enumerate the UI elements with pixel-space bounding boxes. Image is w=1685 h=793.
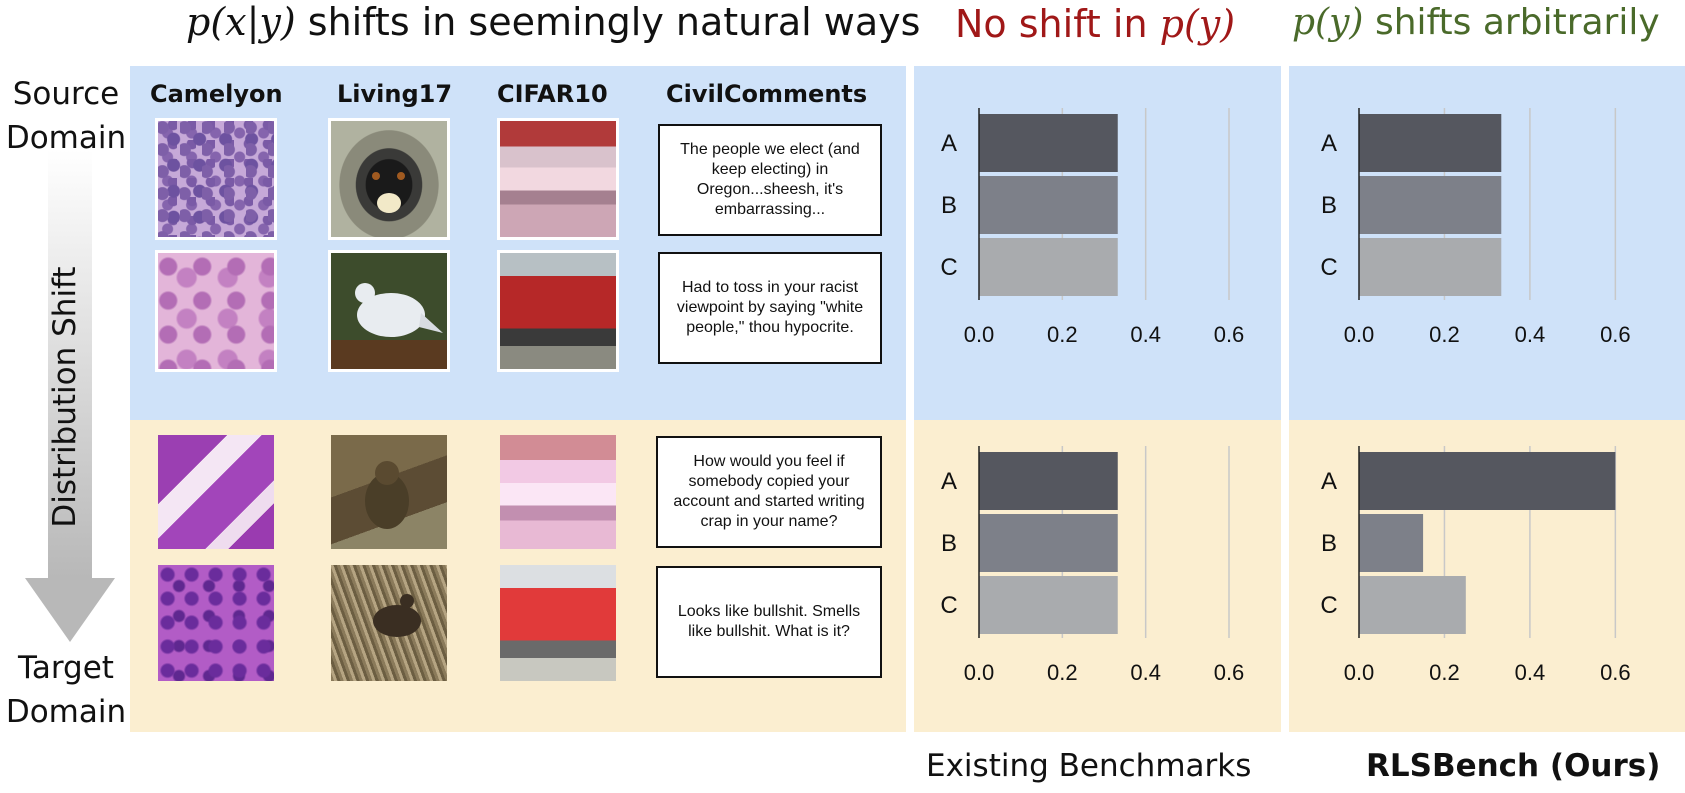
tick-label: 0.6 [1600,660,1631,685]
tick-label: 0.6 [1214,660,1245,685]
tick-label: 0.2 [1047,660,1078,685]
comment-target-1: How would you feel if somebody copied yo… [656,436,882,548]
bar-a [979,114,1118,172]
category-label-c: C [1320,592,1337,619]
bar-b [979,176,1118,234]
camelyon-source-image-1 [155,118,277,240]
category-label-b: B [941,192,957,219]
left-heading: p(x|y) shifts in seemingly natural ways [186,0,920,44]
cifar10-source-image-truck [497,250,619,372]
comment-target-2: Looks like bullshit. Smells like bullshi… [656,566,882,678]
bar-c [979,238,1118,296]
category-label-a: A [1321,468,1337,495]
chart-existing-target: A B C 0.0 0.2 0.4 0.6 [940,446,1245,685]
living17-source-image-monkey [328,118,450,240]
tick-label: 0.0 [1344,322,1375,347]
bar-b [1359,514,1424,572]
chart-existing-source: A B C 0.0 0.2 0.4 0.6 [940,108,1245,347]
cifar10-source-image-ship [497,118,619,240]
left-heading-text: shifts in seemingly natural ways [307,0,921,44]
middle-heading-math: p(y) [1159,2,1236,46]
tick-label: 0.0 [964,322,995,347]
bird-icon [355,283,443,337]
category-label-c: C [1320,254,1337,281]
right-heading: p(y) shifts arbitrarily [1292,2,1660,43]
baboon-icon [365,461,409,529]
camelyon-target-image-2 [155,562,277,684]
tick-label: 0.2 [1429,322,1460,347]
category-label-b: B [1321,192,1337,219]
dataset-header-living17: Living17 [337,80,453,108]
grouse-icon [373,594,421,637]
camelyon-target-image-1 [155,432,277,552]
chart-rlsbench-target: A B C 0.0 0.2 0.4 0.6 [1320,446,1631,685]
existing-benchmarks-label: Existing Benchmarks [926,748,1252,784]
comment-source-1: The people we elect (and keep electing) … [658,124,882,236]
bar-a [1359,452,1616,510]
distribution-shift-label: Distribution Shift [47,266,83,528]
cifar10-target-image-ship [497,432,619,552]
source-domain-label: Source Domain [5,76,127,156]
camelyon-source-image-2 [155,250,277,372]
middle-heading-text: No shift in [955,2,1148,46]
bar-b [1359,176,1502,234]
bar-b [979,514,1118,572]
tick-label: 0.2 [1429,660,1460,685]
living17-target-image-grouse [328,562,450,684]
monkey-face-icon [372,172,405,213]
category-label-b: B [1321,530,1337,557]
target-domain-label: Target Domain [5,650,127,730]
bar-a [1359,114,1502,172]
living17-target-image-baboon [328,432,450,552]
left-heading-math: p(x|y) [186,0,296,44]
dataset-header-cifar10: CIFAR10 [497,80,608,108]
tick-label: 0.4 [1130,660,1161,685]
distribution-shift-arrow [25,150,115,642]
category-label-a: A [941,130,957,157]
chart-rlsbench-source: A B C 0.0 0.2 0.4 0.6 [1320,108,1631,347]
bar-c [1359,238,1502,296]
tick-label: 0.6 [1600,322,1631,347]
category-label-c: C [940,592,957,619]
right-heading-text: shifts arbitrarily [1374,2,1660,43]
category-label-a: A [1321,130,1337,157]
right-heading-math: p(y) [1292,2,1364,43]
comment-source-2: Had to toss in your racist viewpoint by … [658,252,882,364]
tick-label: 0.6 [1214,322,1245,347]
category-label-c: C [940,254,957,281]
rlsbench-label: RLSBench (Ours) [1366,748,1661,784]
tick-label: 0.4 [1515,660,1546,685]
tick-label: 0.4 [1515,322,1546,347]
category-label-a: A [941,468,957,495]
dataset-header-civilcomments: CivilComments [666,80,868,108]
bar-a [979,452,1118,510]
living17-source-image-bird [328,250,450,372]
tick-label: 0.4 [1130,322,1161,347]
tick-label: 0.0 [964,660,995,685]
category-label-b: B [941,530,957,557]
middle-heading: No shift in p(y) [955,2,1235,46]
bar-c [1359,576,1466,634]
tick-label: 0.2 [1047,322,1078,347]
tick-label: 0.0 [1344,660,1375,685]
bar-c [979,576,1118,634]
cifar10-target-image-truck [497,562,619,684]
dataset-header-camelyon: Camelyon [150,80,283,108]
